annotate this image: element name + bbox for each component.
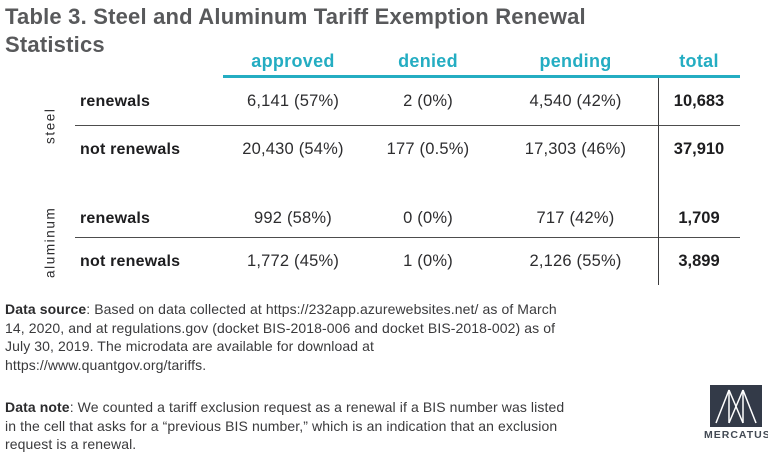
cell-aluminum-renewals-denied: 0 (0%) bbox=[363, 200, 493, 238]
data-source-line-2: 14, 2020, and at regulations.gov (docket… bbox=[5, 319, 556, 336]
data-source-line-1: Data source: Based on data collected at … bbox=[5, 301, 557, 317]
cell-aluminum-renewals-approved: 992 (58%) bbox=[223, 200, 363, 238]
group-label-steel: steel bbox=[42, 107, 58, 144]
data-note-line-1: Data note: We counted a tariff exclusion… bbox=[5, 399, 565, 415]
cell-aluminum-not-renewals-total: 3,899 bbox=[678, 252, 720, 270]
page-title: Table 3. Steel and Aluminum Tariff Exemp… bbox=[5, 3, 586, 59]
data-source-note: Data source: Based on data collected at … bbox=[5, 300, 557, 374]
cell-steel-renewals-denied: 2 (0%) bbox=[363, 78, 493, 126]
cell-aluminum-renewals-pending: 717 (42%) bbox=[493, 200, 658, 238]
data-source-line-3: July 30, 2019. The microdata are availab… bbox=[5, 338, 374, 355]
column-header-denied: denied bbox=[363, 51, 493, 78]
total-column-divider bbox=[658, 78, 659, 285]
mercatus-wordmark: MERCATUS bbox=[704, 429, 768, 441]
column-header-total: total bbox=[658, 51, 740, 78]
mercatus-logo: MERCATUS bbox=[704, 385, 768, 441]
data-note: Data note: We counted a tariff exclusion… bbox=[5, 398, 564, 454]
data-source-line-4: https://www.quantgov.org/tariffs. bbox=[5, 356, 207, 373]
row-label-aluminum-renewals: renewals bbox=[75, 200, 223, 238]
cell-steel-renewals-total: 10,683 bbox=[658, 78, 740, 126]
cell-aluminum-not-renewals-denied: 1 (0%) bbox=[403, 252, 453, 270]
row-label-steel-renewals: renewals bbox=[75, 78, 223, 126]
cell-steel-not-renewals-pending: 17,303 (46%) bbox=[524, 140, 627, 158]
row-label-steel-not-renewals: not renewals bbox=[80, 140, 181, 158]
cell-aluminum-not-renewals-pending: 2,126 (55%) bbox=[529, 252, 622, 270]
cell-steel-not-renewals-denied: 177 (0.5%) bbox=[386, 140, 470, 158]
cell-aluminum-not-renewals-approved: 1,772 (45%) bbox=[246, 252, 340, 270]
data-note-line-2: in the cell that asks for a “previous BI… bbox=[5, 417, 558, 434]
data-source-label: Data source bbox=[5, 301, 87, 317]
cell-steel-not-renewals-total: 37,910 bbox=[673, 140, 725, 158]
statistics-table: approved denied pending total steel rene… bbox=[25, 51, 740, 285]
title-line-1: Table 3. Steel and Aluminum Tariff Exemp… bbox=[5, 4, 586, 29]
data-note-line-3: request is a renewal. bbox=[5, 436, 137, 453]
column-header-pending: pending bbox=[493, 51, 658, 78]
row-label-aluminum-not-renewals: not renewals bbox=[80, 252, 181, 270]
cell-steel-renewals-approved: 6,141 (57%) bbox=[223, 78, 363, 126]
cell-aluminum-renewals-total: 1,709 bbox=[658, 200, 740, 238]
cell-steel-not-renewals-approved: 20,430 (54%) bbox=[242, 140, 344, 158]
title-line-2: Statistics bbox=[5, 32, 105, 57]
group-label-aluminum: aluminum bbox=[42, 206, 58, 279]
mercatus-m-icon bbox=[710, 385, 762, 427]
cell-steel-renewals-pending: 4,540 (42%) bbox=[493, 78, 658, 126]
data-note-label: Data note bbox=[5, 399, 70, 415]
column-header-approved: approved bbox=[223, 51, 363, 78]
